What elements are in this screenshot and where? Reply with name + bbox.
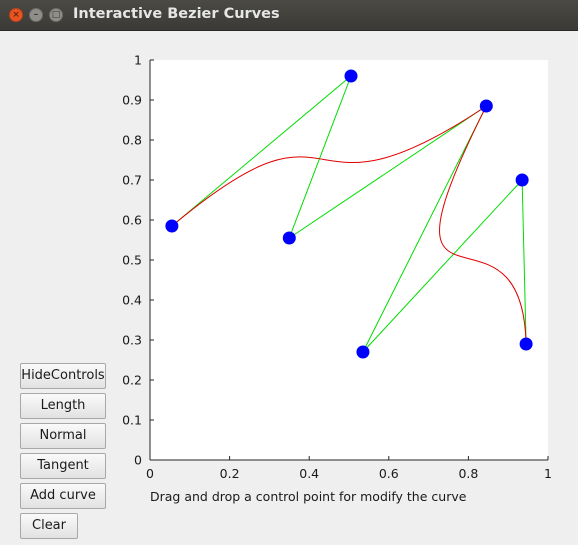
y-tick-label: 1: [134, 53, 142, 68]
tangent-button[interactable]: Tangent: [20, 453, 106, 479]
control-point[interactable]: [356, 345, 370, 359]
y-tick-label: 0.7: [122, 173, 142, 188]
y-tick-label: 0.8: [122, 133, 142, 148]
control-polygon: [362, 105, 527, 353]
bezier-curve: [171, 105, 487, 227]
control-point[interactable]: [519, 337, 533, 351]
y-tick-label: 0.1: [122, 413, 142, 428]
y-tick-label: 0.6: [122, 213, 142, 228]
control-point[interactable]: [479, 99, 493, 113]
maximize-icon[interactable]: □: [49, 8, 63, 22]
x-tick-label: 0.8: [458, 466, 478, 481]
clear-button[interactable]: Clear: [20, 513, 78, 539]
instruction-text: Drag and drop a control point for modify…: [150, 489, 467, 504]
control-point[interactable]: [515, 173, 529, 187]
x-tick-label: 0.6: [379, 466, 399, 481]
y-tick-label: 0.3: [122, 333, 142, 348]
title-bar: × – □ Interactive Bezier Curves: [0, 0, 578, 31]
x-tick-label: 0.2: [220, 466, 240, 481]
control-point[interactable]: [282, 231, 296, 245]
y-tick-label: 0.5: [122, 253, 142, 268]
y-tick-label: 0.9: [122, 93, 142, 108]
y-tick-label: 0: [134, 453, 142, 468]
y-tick-label: 0.2: [122, 373, 142, 388]
x-tick-label: 0: [146, 466, 154, 481]
length-button[interactable]: Length: [20, 393, 106, 419]
control-polygon: [171, 74, 487, 240]
bezier-curve: [439, 105, 527, 345]
normal-button[interactable]: Normal: [20, 423, 106, 449]
add-curve-button[interactable]: Add curve: [20, 483, 106, 509]
plot-area: [150, 60, 548, 460]
control-point[interactable]: [165, 219, 179, 233]
minimize-icon[interactable]: –: [29, 8, 43, 22]
window-title: Interactive Bezier Curves: [73, 6, 280, 22]
hide-controls-button[interactable]: HideControls: [20, 363, 106, 389]
x-tick-label: 0.4: [299, 466, 319, 481]
x-tick-label: 1: [544, 466, 552, 481]
control-point[interactable]: [344, 69, 358, 83]
close-icon[interactable]: ×: [9, 8, 23, 22]
y-tick-label: 0.4: [122, 293, 142, 308]
